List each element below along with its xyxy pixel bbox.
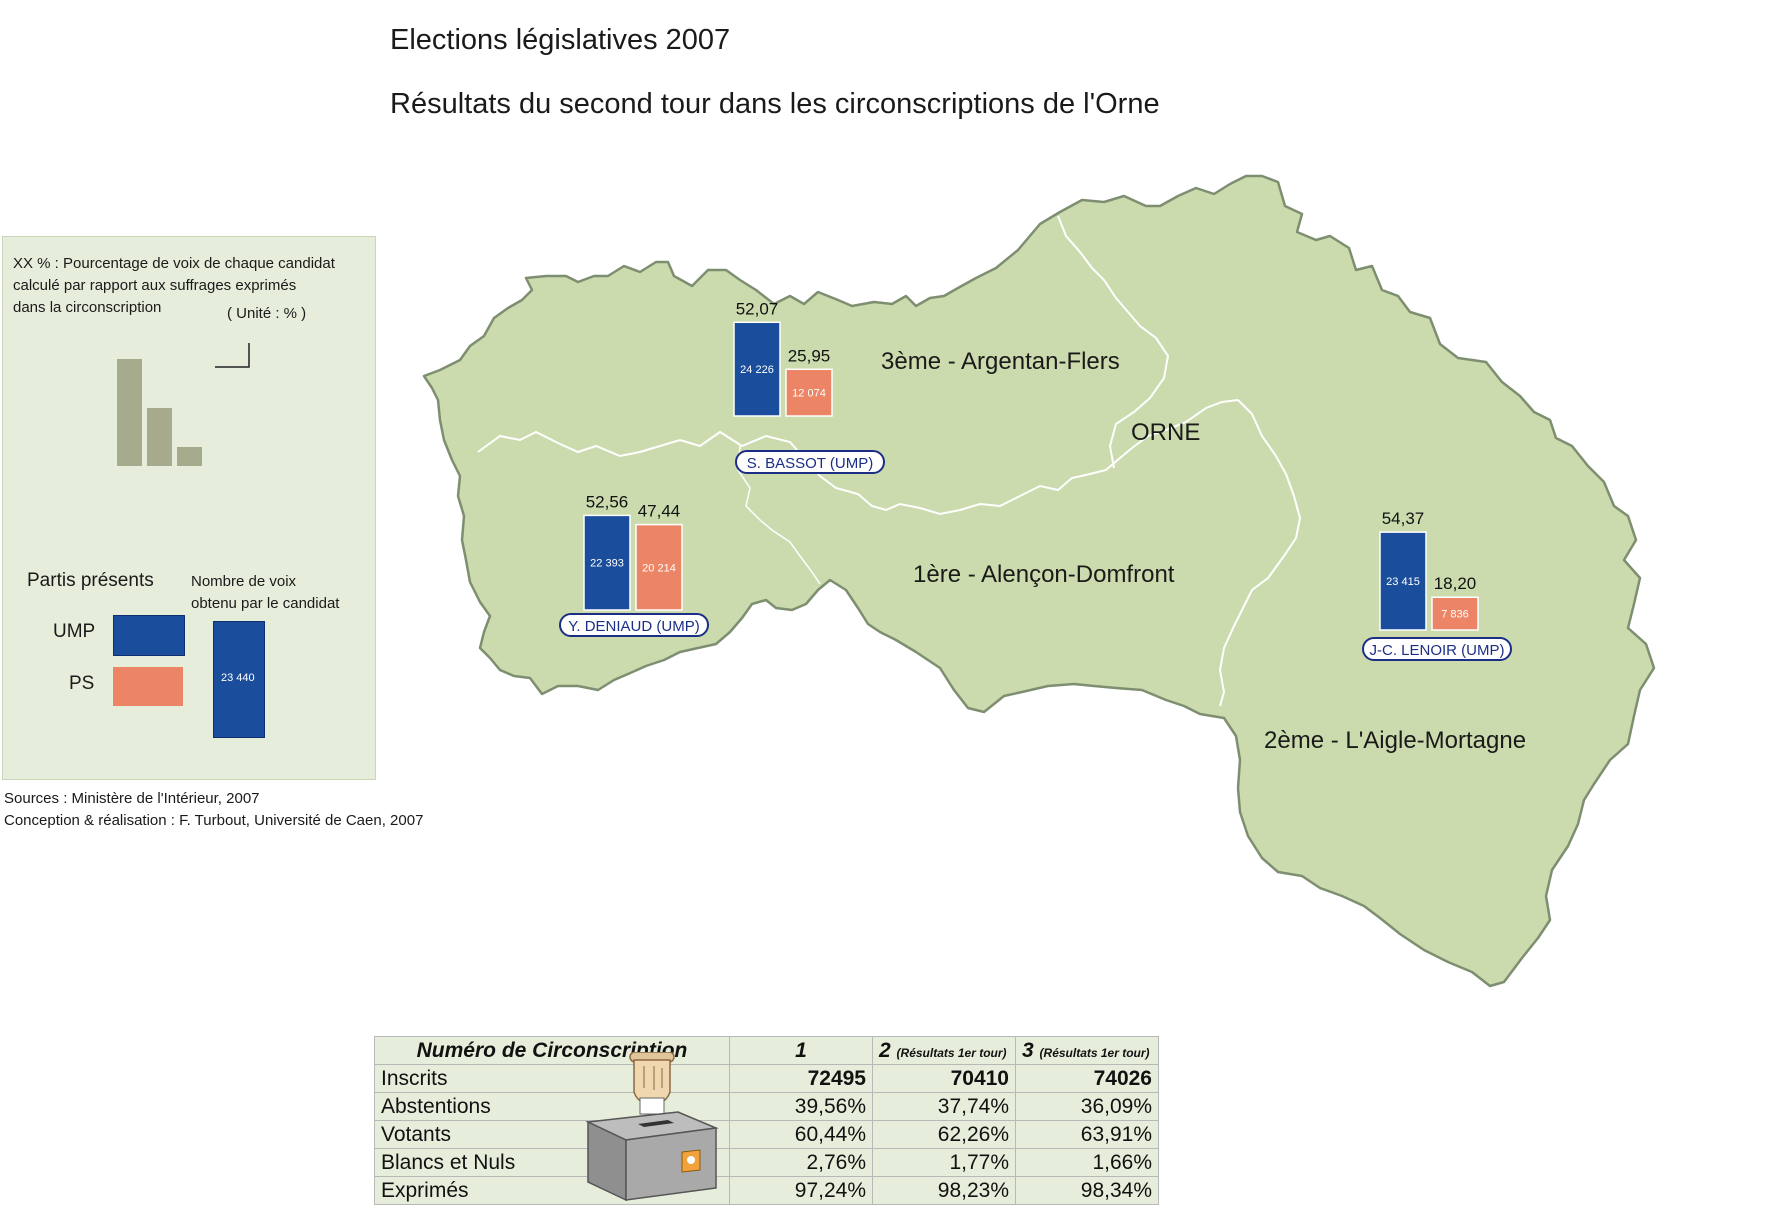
legend-bar-icon-large (117, 359, 142, 466)
candidate-label: Y. DENIAUD (UMP) (568, 618, 699, 635)
legend-swatch-ump (113, 615, 185, 656)
ballot-box-icon (585, 1052, 719, 1202)
table-row: Abstentions 39,56% 37,74% 36,09% (374, 1092, 1159, 1121)
bar-votes-ump: 22 393 (590, 558, 624, 570)
legend-parties-title: Partis présents (27, 570, 154, 591)
bar-value-ps: 25,95 (788, 346, 831, 365)
table-cell: 37,74% (872, 1092, 1016, 1121)
legend-party-label-ump: UMP (53, 621, 96, 642)
circonscription-boundary-south (1218, 399, 1302, 707)
table-row: Exprimés 97,24% 98,23% 98,34% (374, 1176, 1159, 1205)
table-row: Blancs et Nuls 2,76% 1,77% 1,66% (374, 1148, 1159, 1177)
legend-votes-line-2: obtenu par le candidat (191, 595, 340, 612)
bar-votes-ump: 23 415 (1386, 576, 1420, 588)
orne-department-shape (422, 174, 1656, 988)
sources-line-1: Sources : Ministère de l'Intérieur, 2007 (4, 790, 260, 807)
table-cell: 98,34% (1015, 1176, 1159, 1205)
circonscription-boundary-north-east (1057, 215, 1170, 469)
table-header-circo-1: 1 (729, 1036, 873, 1065)
bar-ps (635, 523, 683, 611)
map-subtitle: Résultats du second tour dans les circon… (390, 88, 1160, 120)
table-row: Inscrits 72495 70410 74026 (374, 1064, 1159, 1093)
bar-ump (583, 514, 631, 611)
candidate-pill (559, 613, 709, 637)
table-cell: 97,24% (729, 1176, 873, 1205)
candidate-label: S. BASSOT (UMP) (747, 455, 873, 472)
legend-votes-line-1: Nombre de voix (191, 573, 297, 590)
results-circo-3: 52,07 25,95 24 226 12 074 S. BASSOT (UMP) (733, 299, 885, 474)
circonscription-boundary-minor (737, 445, 821, 585)
table-cell: 70410 (872, 1064, 1016, 1093)
region-label-aigle-mortagne: 2ème - L'Aigle-Mortagne (1264, 727, 1526, 754)
bar-ps (1431, 596, 1479, 631)
table-header-row: Numéro de Circonscription 1 2 (Résultats… (374, 1036, 1159, 1065)
legend-panel: XX % : Pourcentage de voix de chaque can… (2, 236, 376, 780)
table-header-circo-3: 3 (Résultats 1er tour) (1015, 1036, 1159, 1065)
table-cell: 72495 (729, 1064, 873, 1093)
bar-value-ump: 52,56 (586, 492, 629, 511)
sources-line-2: Conception & réalisation : F. Turbout, U… (4, 812, 424, 829)
bar-votes-ps: 20 214 (642, 562, 676, 574)
legend-bar-icon-medium (147, 408, 172, 466)
region-label-argentan-flers: 3ème - Argentan-Flers (881, 348, 1120, 375)
table-cell: 60,44% (729, 1120, 873, 1149)
legend-text-line-3: dans la circonscription (13, 299, 162, 316)
table-cell: 98,23% (872, 1176, 1016, 1205)
legend-axis-corner-icon (215, 343, 250, 368)
table-cell: 39,56% (729, 1092, 873, 1121)
bar-votes-ump: 24 226 (740, 364, 774, 376)
candidate-pill (735, 450, 885, 474)
candidate-label: J-C. LENOIR (UMP) (1370, 642, 1505, 659)
legend-example-votes: 23 440 (221, 672, 255, 684)
results-table: Numéro de Circonscription 1 2 (Résultats… (374, 1036, 1159, 1205)
legend-party-label-ps: PS (69, 673, 95, 694)
table-cell: 36,09% (1015, 1092, 1159, 1121)
circonscription-boundary-west (477, 399, 1239, 516)
candidate-pill (1362, 637, 1512, 661)
bar-value-ps: 18,20 (1434, 574, 1477, 593)
table-cell: 62,26% (872, 1120, 1016, 1149)
legend-unit: ( Unité : % ) (227, 305, 307, 322)
department-label: ORNE (1131, 419, 1200, 446)
table-row-label: Abstentions (374, 1092, 730, 1121)
bar-votes-ps: 12 074 (792, 388, 826, 400)
results-circo-1: 52,56 47,44 22 393 20 214 Y. DENIAUD (UMP) (559, 492, 709, 637)
table-header-circo-2: 2 (Résultats 1er tour) (872, 1036, 1016, 1065)
legend-text-line-1: XX % : Pourcentage de voix de chaque can… (13, 255, 335, 272)
legend-swatch-ps (113, 667, 183, 706)
table-cell: 74026 (1015, 1064, 1159, 1093)
table-row: Votants 60,44% 62,26% 63,91% (374, 1120, 1159, 1149)
bar-value-ps: 47,44 (638, 502, 681, 521)
table-cell: 2,76% (729, 1148, 873, 1177)
table-cell: 1,66% (1015, 1148, 1159, 1177)
bar-ump (733, 321, 781, 417)
bar-value-ump: 54,37 (1382, 509, 1425, 528)
legend-example-bar (213, 621, 265, 738)
map-title: Elections législatives 2007 (390, 24, 731, 56)
bar-votes-ps: 7 836 (1441, 609, 1469, 621)
legend-bar-icon-small (177, 447, 202, 466)
legend-text-line-2: calculé par rapport aux suffrages exprim… (13, 277, 297, 294)
table-cell: 63,91% (1015, 1120, 1159, 1149)
results-circo-2: 54,37 18,20 23 415 7 836 J-C. LENOIR (UMP) (1362, 509, 1512, 661)
bar-value-ump: 52,07 (736, 299, 779, 318)
bar-ump (1379, 531, 1427, 631)
region-label-alencon-domfront: 1ère - Alençon-Domfront (913, 561, 1175, 588)
bar-ps (785, 368, 833, 417)
table-cell: 1,77% (872, 1148, 1016, 1177)
